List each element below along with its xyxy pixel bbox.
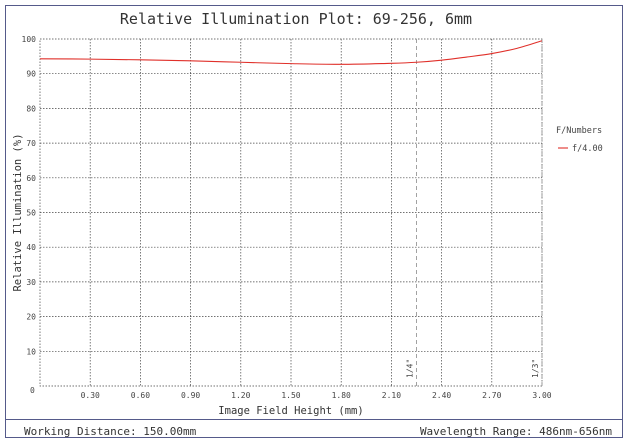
y-tick-label: 50 xyxy=(26,209,36,218)
series-line-f4 xyxy=(39,40,543,65)
y-tick-label: 90 xyxy=(26,70,36,79)
y-axis-title: Relative Illumination (%) xyxy=(12,133,24,291)
x-tick-label: 3.00 xyxy=(532,391,551,400)
x-tick-label: 1.80 xyxy=(332,391,351,400)
tick-labels: 0 0.30 0.60 0.90 1.20 1.50 1.80 2.10 2.40 2.70 3.0… xyxy=(22,35,552,400)
footer-divider xyxy=(5,419,623,420)
x-tick-label: 0.30 xyxy=(81,391,100,400)
y-tick-label: 60 xyxy=(26,174,36,183)
x-tick-label: 0.90 xyxy=(181,391,200,400)
series-layer xyxy=(39,40,543,65)
plot-frame xyxy=(5,5,623,438)
y-tick-label: 70 xyxy=(26,139,36,148)
legend-title: F/Numbers xyxy=(556,126,602,136)
wavelength-range: Wavelength Range: 486nm-656nm xyxy=(419,425,612,438)
y-tick-label: 20 xyxy=(26,313,36,322)
sensor-marker-label: 1/4" xyxy=(406,359,415,378)
working-distance: Working Distance: 150.00mm xyxy=(24,425,197,438)
plot-area-border xyxy=(39,38,543,387)
x-tick-label: 0.60 xyxy=(131,391,150,400)
y-tick-label: 100 xyxy=(22,35,37,44)
legend: F/Numbers f/4.00 xyxy=(556,126,603,154)
x-tick-label: 1.50 xyxy=(281,391,300,400)
grid-layer xyxy=(39,38,543,387)
y-tick-label: 30 xyxy=(26,278,36,287)
y-tick-label: 10 xyxy=(26,347,36,356)
plot-title: Relative Illumination Plot: 69-256, 6mm xyxy=(119,10,473,28)
x-axis-title: Image Field Height (mm) xyxy=(218,405,363,417)
x-tick-label: 1.20 xyxy=(231,391,250,400)
x-tick-label: 2.10 xyxy=(382,391,401,400)
field-size-markers: 1/4" 1/3" xyxy=(406,39,543,386)
x-tick-label: 2.70 xyxy=(482,391,501,400)
y-tick-label: 80 xyxy=(26,104,36,113)
y-tick-label: 40 xyxy=(26,243,36,252)
sensor-marker-label: 1/3" xyxy=(531,359,540,378)
x-tick-label: 2.40 xyxy=(432,391,451,400)
x-tick-label: 0 xyxy=(30,386,35,395)
legend-entry-label: f/4.00 xyxy=(572,144,603,154)
